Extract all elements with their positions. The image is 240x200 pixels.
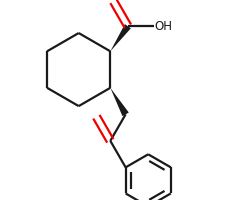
Polygon shape bbox=[110, 88, 129, 116]
Text: OH: OH bbox=[155, 20, 173, 33]
Polygon shape bbox=[110, 24, 131, 51]
